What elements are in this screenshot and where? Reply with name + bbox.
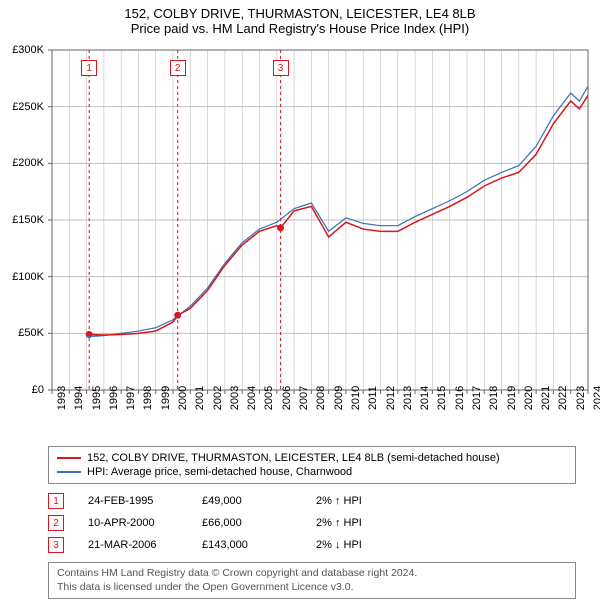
x-tick-label: 2012 <box>385 386 397 410</box>
x-tick-label: 2003 <box>229 386 241 410</box>
y-tick-label: £300K <box>12 44 44 56</box>
x-tick-label: 1999 <box>160 386 172 410</box>
footer-line-2: This data is licensed under the Open Gov… <box>57 581 567 595</box>
x-tick-label: 2024 <box>592 386 600 410</box>
y-tick-label: £250K <box>12 101 44 113</box>
x-tick-label: 2006 <box>281 386 293 410</box>
x-tick-label: 2017 <box>471 386 483 410</box>
x-tick-label: 2004 <box>246 386 258 410</box>
event-price: £49,000 <box>202 495 292 507</box>
x-tick-label: 2002 <box>212 386 224 410</box>
x-tick-label: 2019 <box>506 386 518 410</box>
x-tick-label: 2009 <box>333 386 345 410</box>
event-date: 10-APR-2000 <box>88 517 178 529</box>
chart-area: £0 £50K £100K £150K £200K £250K £300K 1993 1994 1… <box>0 40 600 440</box>
y-tick-label: £100K <box>12 271 44 283</box>
event-marker-1: 1 <box>81 60 97 76</box>
event-marker-3: 3 <box>273 60 289 76</box>
x-tick-label: 1995 <box>91 386 103 410</box>
x-tick-label: 2022 <box>557 386 569 410</box>
x-tick-label: 2007 <box>298 386 310 410</box>
footer-box: Contains HM Land Registry data © Crown c… <box>48 562 576 599</box>
x-tick-label: 2005 <box>263 386 275 410</box>
event-marker-2: 2 <box>170 60 186 76</box>
event-hpi: 2% ↓ HPI <box>316 539 362 551</box>
y-tick-label: £200K <box>12 157 44 169</box>
x-tick-label: 2015 <box>436 386 448 410</box>
x-tick-label: 2014 <box>419 386 431 410</box>
x-tick-label: 2011 <box>367 386 379 410</box>
x-tick-label: 1997 <box>125 386 137 410</box>
chart-svg <box>0 40 600 440</box>
x-tick-label: 1993 <box>56 386 68 410</box>
chart-subtitle: Price paid vs. HM Land Registry's House … <box>0 21 600 40</box>
events-box: 1 24-FEB-1995 £49,000 2% ↑ HPI 2 10-APR-2000 £… <box>48 490 576 556</box>
legend-swatch <box>57 471 81 473</box>
x-tick-label: 2018 <box>488 386 500 410</box>
y-tick-label: £50K <box>18 327 44 339</box>
x-tick-label: 1996 <box>108 386 120 410</box>
y-tick-label: £0 <box>32 384 44 396</box>
legend-row: HPI: Average price, semi-detached house,… <box>57 465 567 479</box>
legend-row: 152, COLBY DRIVE, THURMASTON, LEICESTER,… <box>57 451 567 465</box>
x-tick-label: 1998 <box>142 386 154 410</box>
legend-label: 152, COLBY DRIVE, THURMASTON, LEICESTER,… <box>87 452 500 464</box>
legend-swatch <box>57 457 81 459</box>
event-row: 2 10-APR-2000 £66,000 2% ↑ HPI <box>48 512 576 534</box>
chart-title: 152, COLBY DRIVE, THURMASTON, LEICESTER,… <box>0 0 600 21</box>
x-tick-label: 2001 <box>194 386 206 410</box>
legend-box: 152, COLBY DRIVE, THURMASTON, LEICESTER,… <box>48 446 576 484</box>
event-hpi: 2% ↑ HPI <box>316 517 362 529</box>
x-tick-label: 2023 <box>575 386 587 410</box>
x-tick-label: 2021 <box>540 386 552 410</box>
x-tick-label: 2020 <box>523 386 535 410</box>
page-container: 152, COLBY DRIVE, THURMASTON, LEICESTER,… <box>0 0 600 599</box>
x-tick-label: 1994 <box>73 386 85 410</box>
x-tick-label: 2010 <box>350 386 362 410</box>
event-price: £143,000 <box>202 539 292 551</box>
legend-label: HPI: Average price, semi-detached house,… <box>87 466 352 478</box>
event-price: £66,000 <box>202 517 292 529</box>
x-tick-label: 2013 <box>402 386 414 410</box>
event-date: 21-MAR-2006 <box>88 539 178 551</box>
x-tick-label: 2008 <box>315 386 327 410</box>
event-marker-icon: 2 <box>48 515 64 531</box>
event-row: 1 24-FEB-1995 £49,000 2% ↑ HPI <box>48 490 576 512</box>
footer-line-1: Contains HM Land Registry data © Crown c… <box>57 567 567 581</box>
event-row: 3 21-MAR-2006 £143,000 2% ↓ HPI <box>48 534 576 556</box>
event-marker-icon: 3 <box>48 537 64 553</box>
event-marker-icon: 1 <box>48 493 64 509</box>
x-tick-label: 2016 <box>454 386 466 410</box>
event-hpi: 2% ↑ HPI <box>316 495 362 507</box>
y-tick-label: £150K <box>12 214 44 226</box>
x-tick-label: 2000 <box>177 386 189 410</box>
event-date: 24-FEB-1995 <box>88 495 178 507</box>
